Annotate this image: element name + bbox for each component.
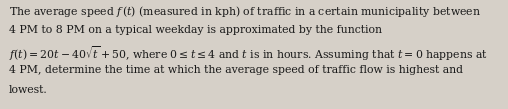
Text: The average speed $f\,(t)$ (measured in kph) of traffic in a certain municipalit: The average speed $f\,(t)$ (measured in … — [9, 4, 481, 19]
Text: lowest.: lowest. — [9, 85, 48, 95]
Text: 4 PM, determine the time at which the average speed of traffic flow is highest a: 4 PM, determine the time at which the av… — [9, 65, 463, 75]
Text: 4 PM to 8 PM on a typical weekday is approximated by the function: 4 PM to 8 PM on a typical weekday is app… — [9, 25, 382, 35]
Text: $f(t) = 20t - 40\sqrt{t} + 50$, where $0 \leq t \leq 4$ and $t$ is in hours. Ass: $f(t) = 20t - 40\sqrt{t} + 50$, where $0… — [9, 45, 488, 63]
